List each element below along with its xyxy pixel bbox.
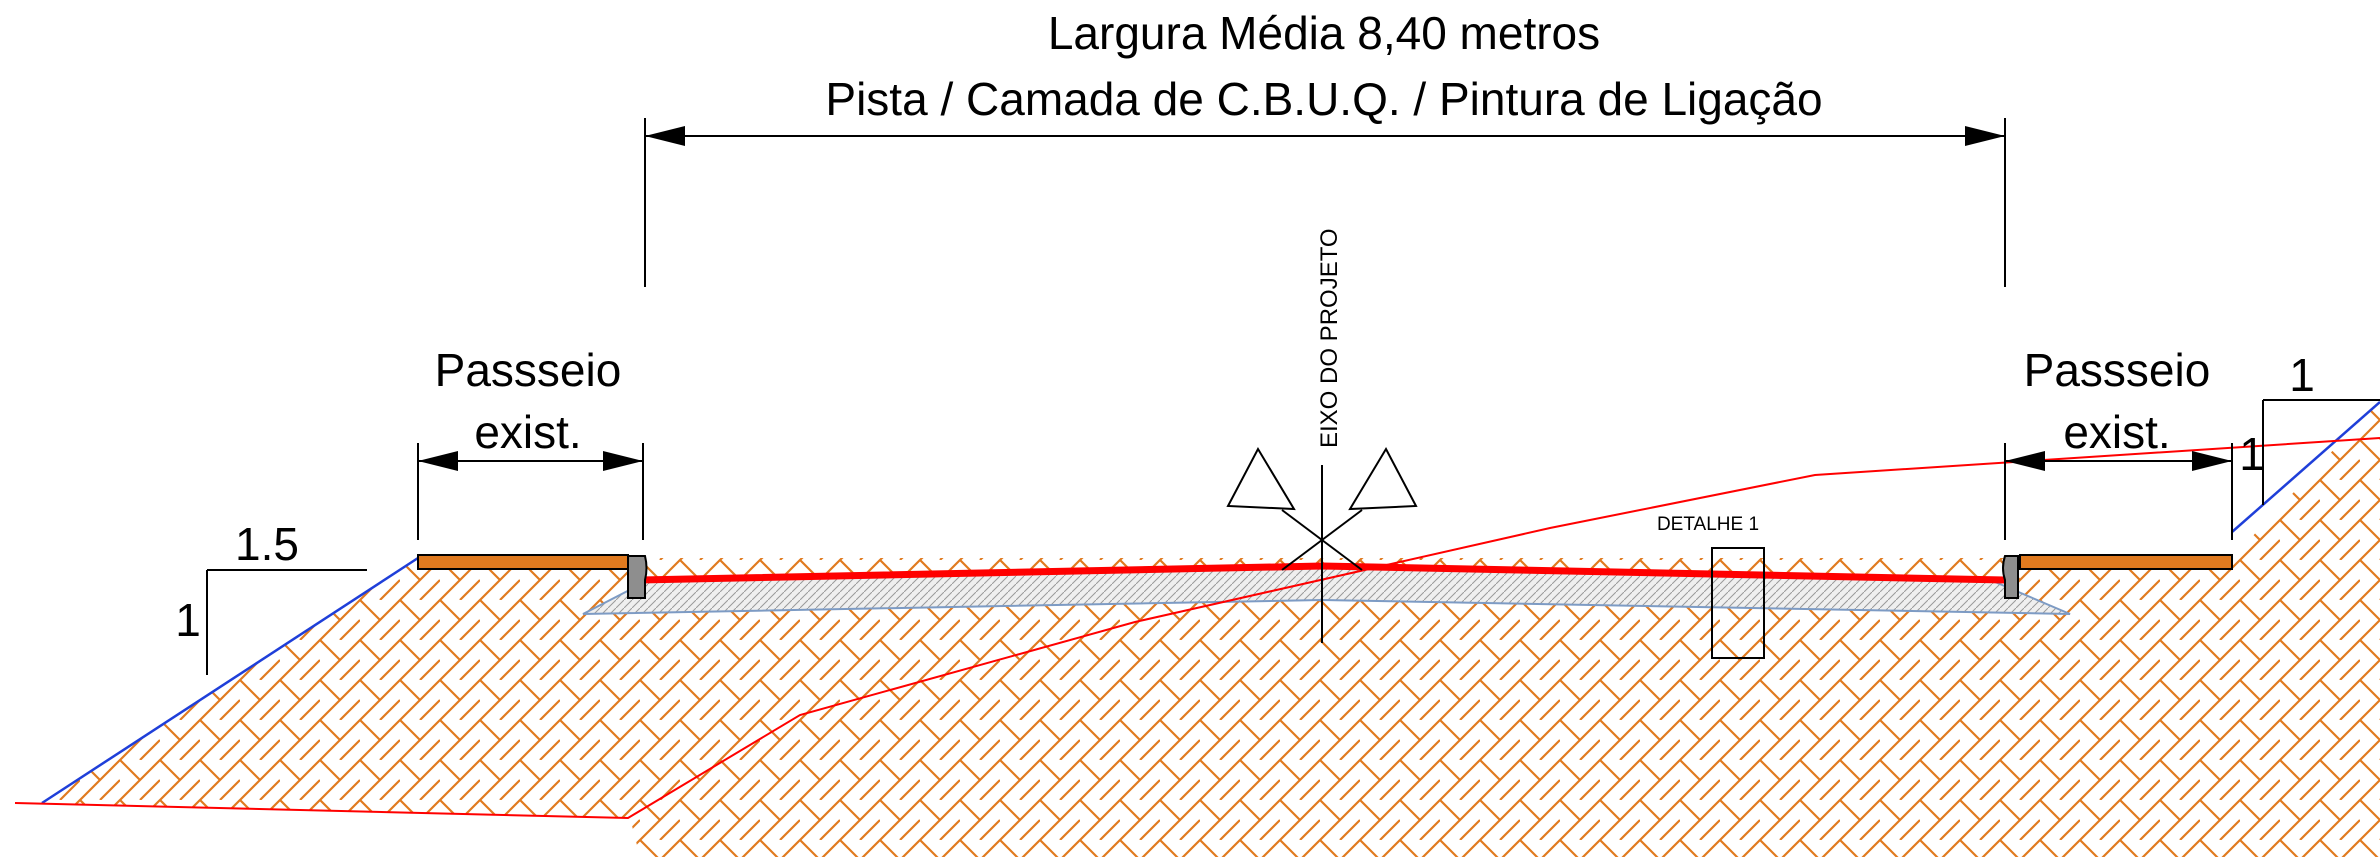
left-sidewalk-slab xyxy=(417,554,629,570)
embankment xyxy=(42,380,2380,857)
left-sidewalk-label-1: Passseio xyxy=(435,344,622,396)
right-sidewalk-label-2: exist. xyxy=(2063,406,2170,458)
axis-label: EIXO DO PROJETO xyxy=(1316,228,1343,448)
right-sidewalk-slab xyxy=(2019,554,2233,570)
left-slope-horizontal: 1.5 xyxy=(235,518,299,570)
left-sidewalk-dimension xyxy=(417,443,644,540)
embankment-fill xyxy=(42,400,2380,857)
right-slope-line xyxy=(2231,401,2380,533)
right-curb xyxy=(2002,555,2019,599)
left-slope-vertical: 1 xyxy=(175,594,201,646)
road-width-dimension xyxy=(644,118,2006,287)
existing-terrain-line xyxy=(14,437,2380,820)
right-slope-indicator xyxy=(2262,399,2380,505)
title-line-1: Largura Média 8,40 metros xyxy=(1048,7,1600,59)
left-slope-line xyxy=(41,556,419,805)
right-slope-vertical: 1 xyxy=(2239,428,2265,480)
embankment-top-mask xyxy=(418,380,2380,558)
detail-1-label: DETALHE 1 xyxy=(1657,514,1759,535)
left-sidewalk-label-2: exist. xyxy=(474,406,581,458)
right-sidewalk-dimension xyxy=(2004,443,2233,540)
detail-1-box xyxy=(1711,547,1765,659)
right-slope-horizontal: 1 xyxy=(2289,349,2315,401)
title-line-2: Pista / Camada de C.B.U.Q. / Pintura de … xyxy=(825,73,1822,125)
left-curb xyxy=(627,555,648,599)
project-axis-symbol xyxy=(1226,446,1418,643)
left-slope-indicator xyxy=(206,569,367,675)
right-sidewalk-label-1: Passseio xyxy=(2024,344,2211,396)
